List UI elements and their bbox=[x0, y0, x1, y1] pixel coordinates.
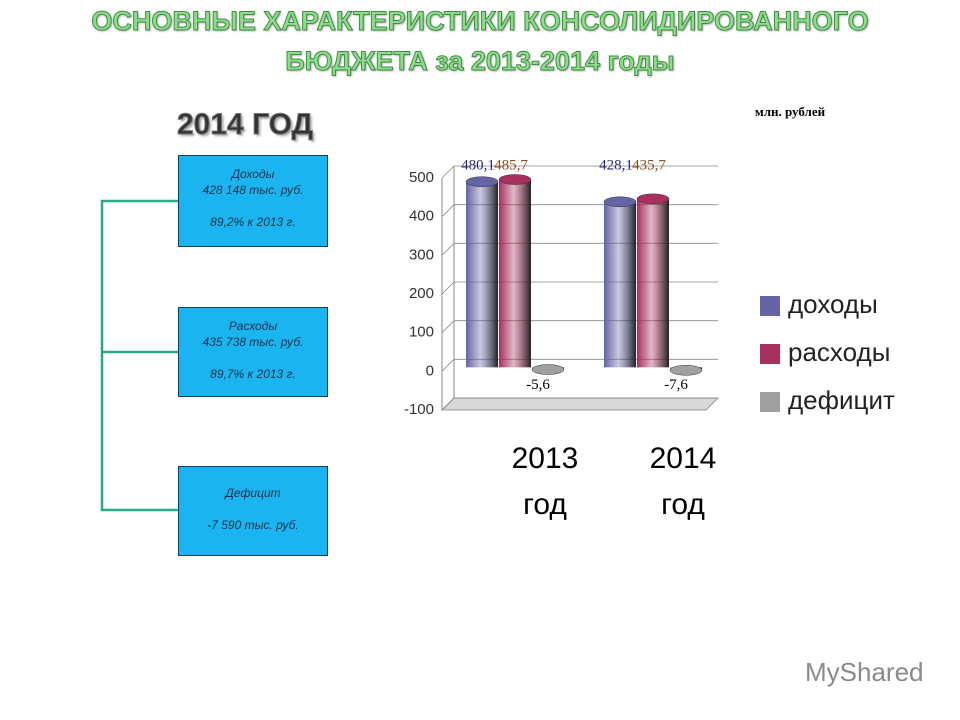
bar-cap bbox=[669, 365, 703, 376]
y-tick-label: 200 bbox=[409, 285, 434, 302]
x-tick-label: 2014 год bbox=[649, 442, 717, 521]
bar bbox=[604, 201, 636, 368]
box-amount: 435 738 тыс. руб. bbox=[202, 335, 304, 349]
title-line: БЮДЖЕТА за 2013-2014 годы bbox=[285, 46, 675, 77]
legend-label: дефицит bbox=[788, 385, 895, 415]
value-label: 428,1 bbox=[599, 157, 633, 173]
info-box: Доходы 428 148 тыс. руб. 89,2% к 2013 г. bbox=[178, 155, 328, 247]
y-tick-label: 100 bbox=[409, 324, 434, 341]
info-box: Расходы 435 738 тыс. руб. 89,7% к 2013 г… bbox=[178, 307, 328, 397]
value-label: -7,6 bbox=[664, 377, 688, 393]
box-amount: -7 590 тыс. руб. bbox=[207, 518, 299, 532]
box-name: Расходы bbox=[228, 319, 278, 333]
bar-cap bbox=[636, 193, 670, 205]
value-label: -5,6 bbox=[526, 377, 550, 393]
bar bbox=[637, 198, 669, 368]
box-amount: 428 148 тыс. руб. bbox=[202, 183, 304, 197]
legend-label: доходы bbox=[788, 289, 878, 319]
bar bbox=[466, 181, 498, 368]
legend-label: расходы bbox=[788, 337, 890, 367]
box-name: Дефицит bbox=[225, 486, 281, 500]
legend-swatch bbox=[760, 344, 780, 364]
unit-label: млн. рублей bbox=[755, 104, 826, 119]
box-change: 89,7% к 2013 г. bbox=[210, 367, 296, 381]
info-box: Дефицит -7 590 тыс. руб. bbox=[178, 466, 328, 556]
legend-swatch bbox=[760, 392, 780, 412]
bar-cap bbox=[498, 174, 532, 185]
bar bbox=[499, 179, 531, 368]
title-line: ОСНОВНЫЕ ХАРАКТЕРИСТИКИ КОНСОЛИДИРОВАННО… bbox=[91, 6, 869, 37]
bar-cap bbox=[465, 176, 499, 187]
y-tick-label: 300 bbox=[409, 246, 434, 263]
y-tick-label: 0 bbox=[426, 362, 434, 379]
bar-cap bbox=[603, 196, 637, 208]
y-tick-label: -100 bbox=[404, 401, 434, 418]
value-label: 480,1 bbox=[461, 157, 495, 173]
box-change: 89,2% к 2013 г. bbox=[210, 215, 296, 229]
legend-swatch bbox=[760, 296, 780, 316]
floor bbox=[440, 397, 720, 411]
y-tick-label: 400 bbox=[409, 208, 434, 225]
box-name: Доходы bbox=[231, 167, 275, 181]
year-heading: 2014 ГОД bbox=[177, 108, 314, 142]
bar-cap bbox=[531, 364, 565, 375]
watermark: MyShared bbox=[805, 657, 924, 687]
y-tick-label: 500 bbox=[409, 169, 434, 186]
connector bbox=[100, 199, 178, 512]
value-label: 485,7 bbox=[494, 157, 528, 173]
x-tick-label: 2013 год bbox=[511, 442, 579, 521]
value-label: 435,7 bbox=[632, 157, 666, 173]
